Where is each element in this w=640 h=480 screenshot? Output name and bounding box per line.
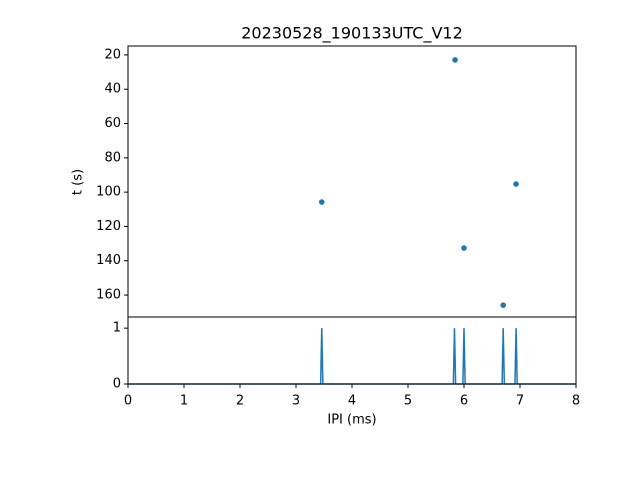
y-tick-label: 120 xyxy=(96,219,121,234)
scatter-point xyxy=(318,199,325,205)
x-axis-label: IPI (ms) xyxy=(327,413,376,428)
x-tick-label: 0 xyxy=(124,394,132,409)
x-tick-label: 6 xyxy=(460,394,468,409)
plot-frame xyxy=(127,316,577,385)
line xyxy=(128,328,576,385)
x-tick-label: 4 xyxy=(348,394,356,409)
chart-title: 20230528_190133UTC_V12 xyxy=(241,24,463,44)
y-axis-label: t (s) xyxy=(71,169,86,195)
scatter-point xyxy=(452,57,458,63)
x-tick-label: 5 xyxy=(404,394,412,409)
scatter-point xyxy=(500,302,507,308)
x-tick-label: 2 xyxy=(236,394,244,409)
y-tick-label: 80 xyxy=(104,150,121,165)
x-tick-label: 8 xyxy=(572,394,580,409)
y-tick-label: 20 xyxy=(104,47,121,62)
x-tick-label: 3 xyxy=(292,394,300,409)
y-tick-label: 0 xyxy=(113,377,121,392)
y-tick-label: 40 xyxy=(104,82,121,97)
y-tick-label: 60 xyxy=(104,116,121,131)
scatter-point xyxy=(461,245,467,251)
y-tick-label: 140 xyxy=(96,253,121,268)
scatter-point xyxy=(513,181,519,187)
y-tick-label: 100 xyxy=(96,185,121,200)
x-tick-label: 1 xyxy=(180,394,188,409)
y-tick-label: 1 xyxy=(113,321,121,336)
y-tick-label: 160 xyxy=(96,288,121,303)
x-tick-label: 7 xyxy=(516,394,524,409)
